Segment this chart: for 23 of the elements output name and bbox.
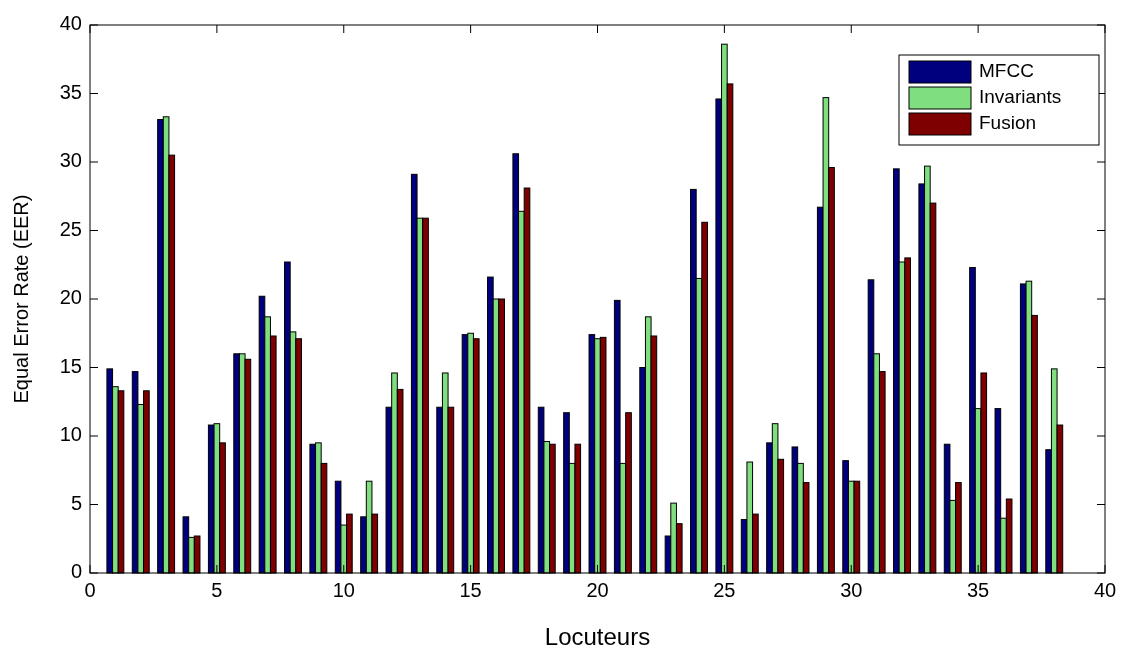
y-tick-label: 0	[70, 560, 82, 583]
y-tick-label: 10	[59, 423, 82, 446]
y-tick-label: 40	[59, 12, 82, 35]
x-tick-label: 40	[1093, 579, 1117, 601]
x-tick-label: 30	[840, 579, 863, 601]
x-tick-label: 0	[84, 579, 96, 601]
y-tick-label: 20	[59, 286, 82, 309]
y-tick-label: 25	[59, 217, 82, 240]
x-axis-title: Locuteurs	[544, 623, 651, 650]
x-tick-label: 25	[713, 579, 736, 601]
x-tick-label: 5	[211, 579, 223, 601]
legend-label: MFCC	[979, 60, 1034, 82]
x-tick-label: 20	[586, 579, 609, 601]
legend-label: Invariants	[979, 86, 1062, 108]
x-tick-label: 15	[459, 579, 482, 601]
x-tick-label: 10	[332, 579, 355, 601]
y-axis-title: Equal Error Rate (EER)	[10, 194, 32, 404]
y-tick-label: 15	[59, 354, 82, 377]
y-tick-label: 30	[59, 149, 82, 172]
x-tick-label: 35	[967, 579, 990, 601]
y-tick-label: 35	[59, 80, 82, 103]
legend-label: Fusion	[979, 112, 1037, 134]
y-tick-label: 5	[70, 491, 82, 514]
